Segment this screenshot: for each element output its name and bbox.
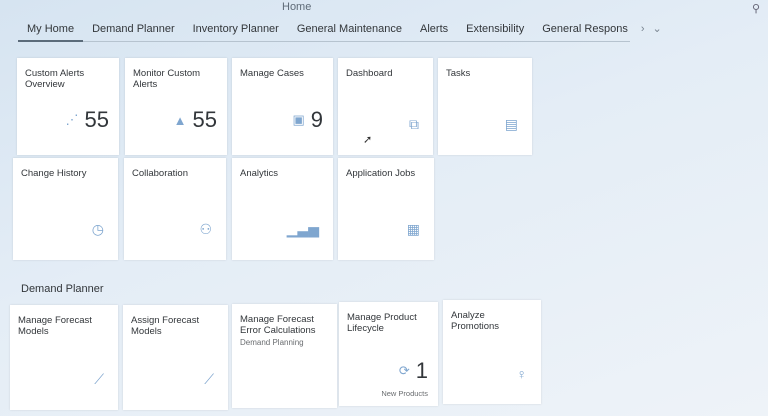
tile-title: Manage Product Lifecycle bbox=[347, 312, 417, 334]
tile-title: Dashboard bbox=[346, 68, 393, 79]
tab-general-responsibility[interactable]: General Respons bbox=[542, 22, 628, 35]
tile-title: Manage Forecast Error Calculations bbox=[240, 314, 316, 336]
dashboard-icon: ⧉ bbox=[409, 116, 419, 132]
chart-assign-icon: ⟋ bbox=[204, 371, 214, 387]
trend-icon: ⋰ bbox=[65, 112, 79, 127]
tile-collaboration[interactable]: Collaboration ⚇ bbox=[124, 158, 226, 260]
tab-demand-planner[interactable]: Demand Planner bbox=[92, 22, 175, 35]
tile-count: 1 bbox=[415, 358, 428, 383]
mouse-cursor-icon: ➚ bbox=[363, 134, 373, 146]
tile-title: Change History bbox=[21, 168, 87, 179]
tile-assign-forecast-models[interactable]: Assign Forecast Models ⟋ bbox=[123, 305, 228, 410]
tasks-icon: ▤ bbox=[504, 116, 518, 132]
tile-application-jobs[interactable]: Application Jobs ▦ bbox=[338, 158, 434, 260]
alert-icon: ▲ bbox=[173, 112, 187, 128]
tabs-next-icon[interactable]: › bbox=[640, 22, 645, 35]
tile-manage-forecast-error-calculations[interactable]: Manage Forecast Error Calculations Demand… bbox=[232, 304, 337, 408]
tabs-menu-icon[interactable]: ⌄ bbox=[652, 23, 662, 35]
tile-title: Assign Forecast Models bbox=[131, 315, 200, 337]
lifecycle-icon: ⟳ bbox=[398, 363, 410, 378]
tab-my-home[interactable]: My Home bbox=[18, 16, 84, 42]
tile-monitor-custom-alerts[interactable]: Monitor Custom Alerts ▲ 55 bbox=[125, 58, 227, 155]
tile-title: Analyze Promotions bbox=[451, 310, 500, 332]
tile-subtitle: Demand Planning bbox=[240, 338, 304, 347]
page-title: Home bbox=[282, 1, 312, 13]
tile-change-history[interactable]: Change History ◷ bbox=[13, 158, 118, 260]
tile-count: 55 bbox=[192, 107, 217, 132]
tile-dashboard[interactable]: Dashboard ⧉ bbox=[338, 58, 433, 155]
case-icon: ▣ bbox=[292, 112, 305, 127]
tile-title: Tasks bbox=[446, 68, 471, 79]
tile-custom-alerts-overview[interactable]: Custom Alerts Overview ⋰ 55 bbox=[17, 58, 119, 155]
tile-manage-forecast-models[interactable]: Manage Forecast Models ⟋ bbox=[10, 305, 118, 410]
tab-inventory-planner[interactable]: Inventory Planner bbox=[192, 22, 279, 35]
jobs-icon: ▦ bbox=[406, 221, 420, 237]
tab-extensibility[interactable]: Extensibility bbox=[466, 22, 525, 35]
tile-title: Custom Alerts Overview bbox=[25, 68, 85, 90]
tile-analyze-promotions[interactable]: Analyze Promotions ♀ bbox=[443, 300, 541, 404]
tile-analytics[interactable]: Analytics ▁▃▅ bbox=[232, 158, 333, 260]
tile-title: Application Jobs bbox=[346, 168, 416, 179]
group-title-demand-planner: Demand Planner bbox=[21, 283, 104, 295]
clock-icon: ◷ bbox=[91, 221, 104, 237]
tile-title: Manage Forecast Models bbox=[18, 315, 92, 337]
search-icon[interactable]: ⚲ bbox=[752, 3, 761, 15]
tile-manage-product-lifecycle[interactable]: Manage Product Lifecycle ⟳ 1 New Products bbox=[339, 302, 438, 406]
tile-count: 55 bbox=[84, 107, 109, 132]
tile-tasks[interactable]: Tasks ▤ bbox=[438, 58, 532, 155]
line-chart-icon: ⟋ bbox=[94, 371, 104, 387]
tab-general-maintenance[interactable]: General Maintenance bbox=[296, 22, 403, 35]
tile-title: Collaboration bbox=[132, 168, 188, 179]
tile-manage-cases[interactable]: Manage Cases ▣ 9 bbox=[232, 58, 333, 155]
promotion-icon: ♀ bbox=[516, 366, 528, 382]
tab-bar: My Home Demand Planner Inventory Planner… bbox=[18, 16, 662, 42]
tile-title: Analytics bbox=[240, 168, 279, 179]
tile-title: Monitor Custom Alerts bbox=[133, 68, 201, 90]
tile-footer: New Products bbox=[381, 389, 428, 398]
tile-count: 9 bbox=[310, 107, 323, 132]
collaboration-icon: ⚇ bbox=[199, 221, 212, 237]
bar-chart-icon: ▁▃▅ bbox=[286, 221, 319, 237]
tab-alerts[interactable]: Alerts bbox=[420, 22, 449, 35]
tile-title: Manage Cases bbox=[240, 68, 304, 79]
